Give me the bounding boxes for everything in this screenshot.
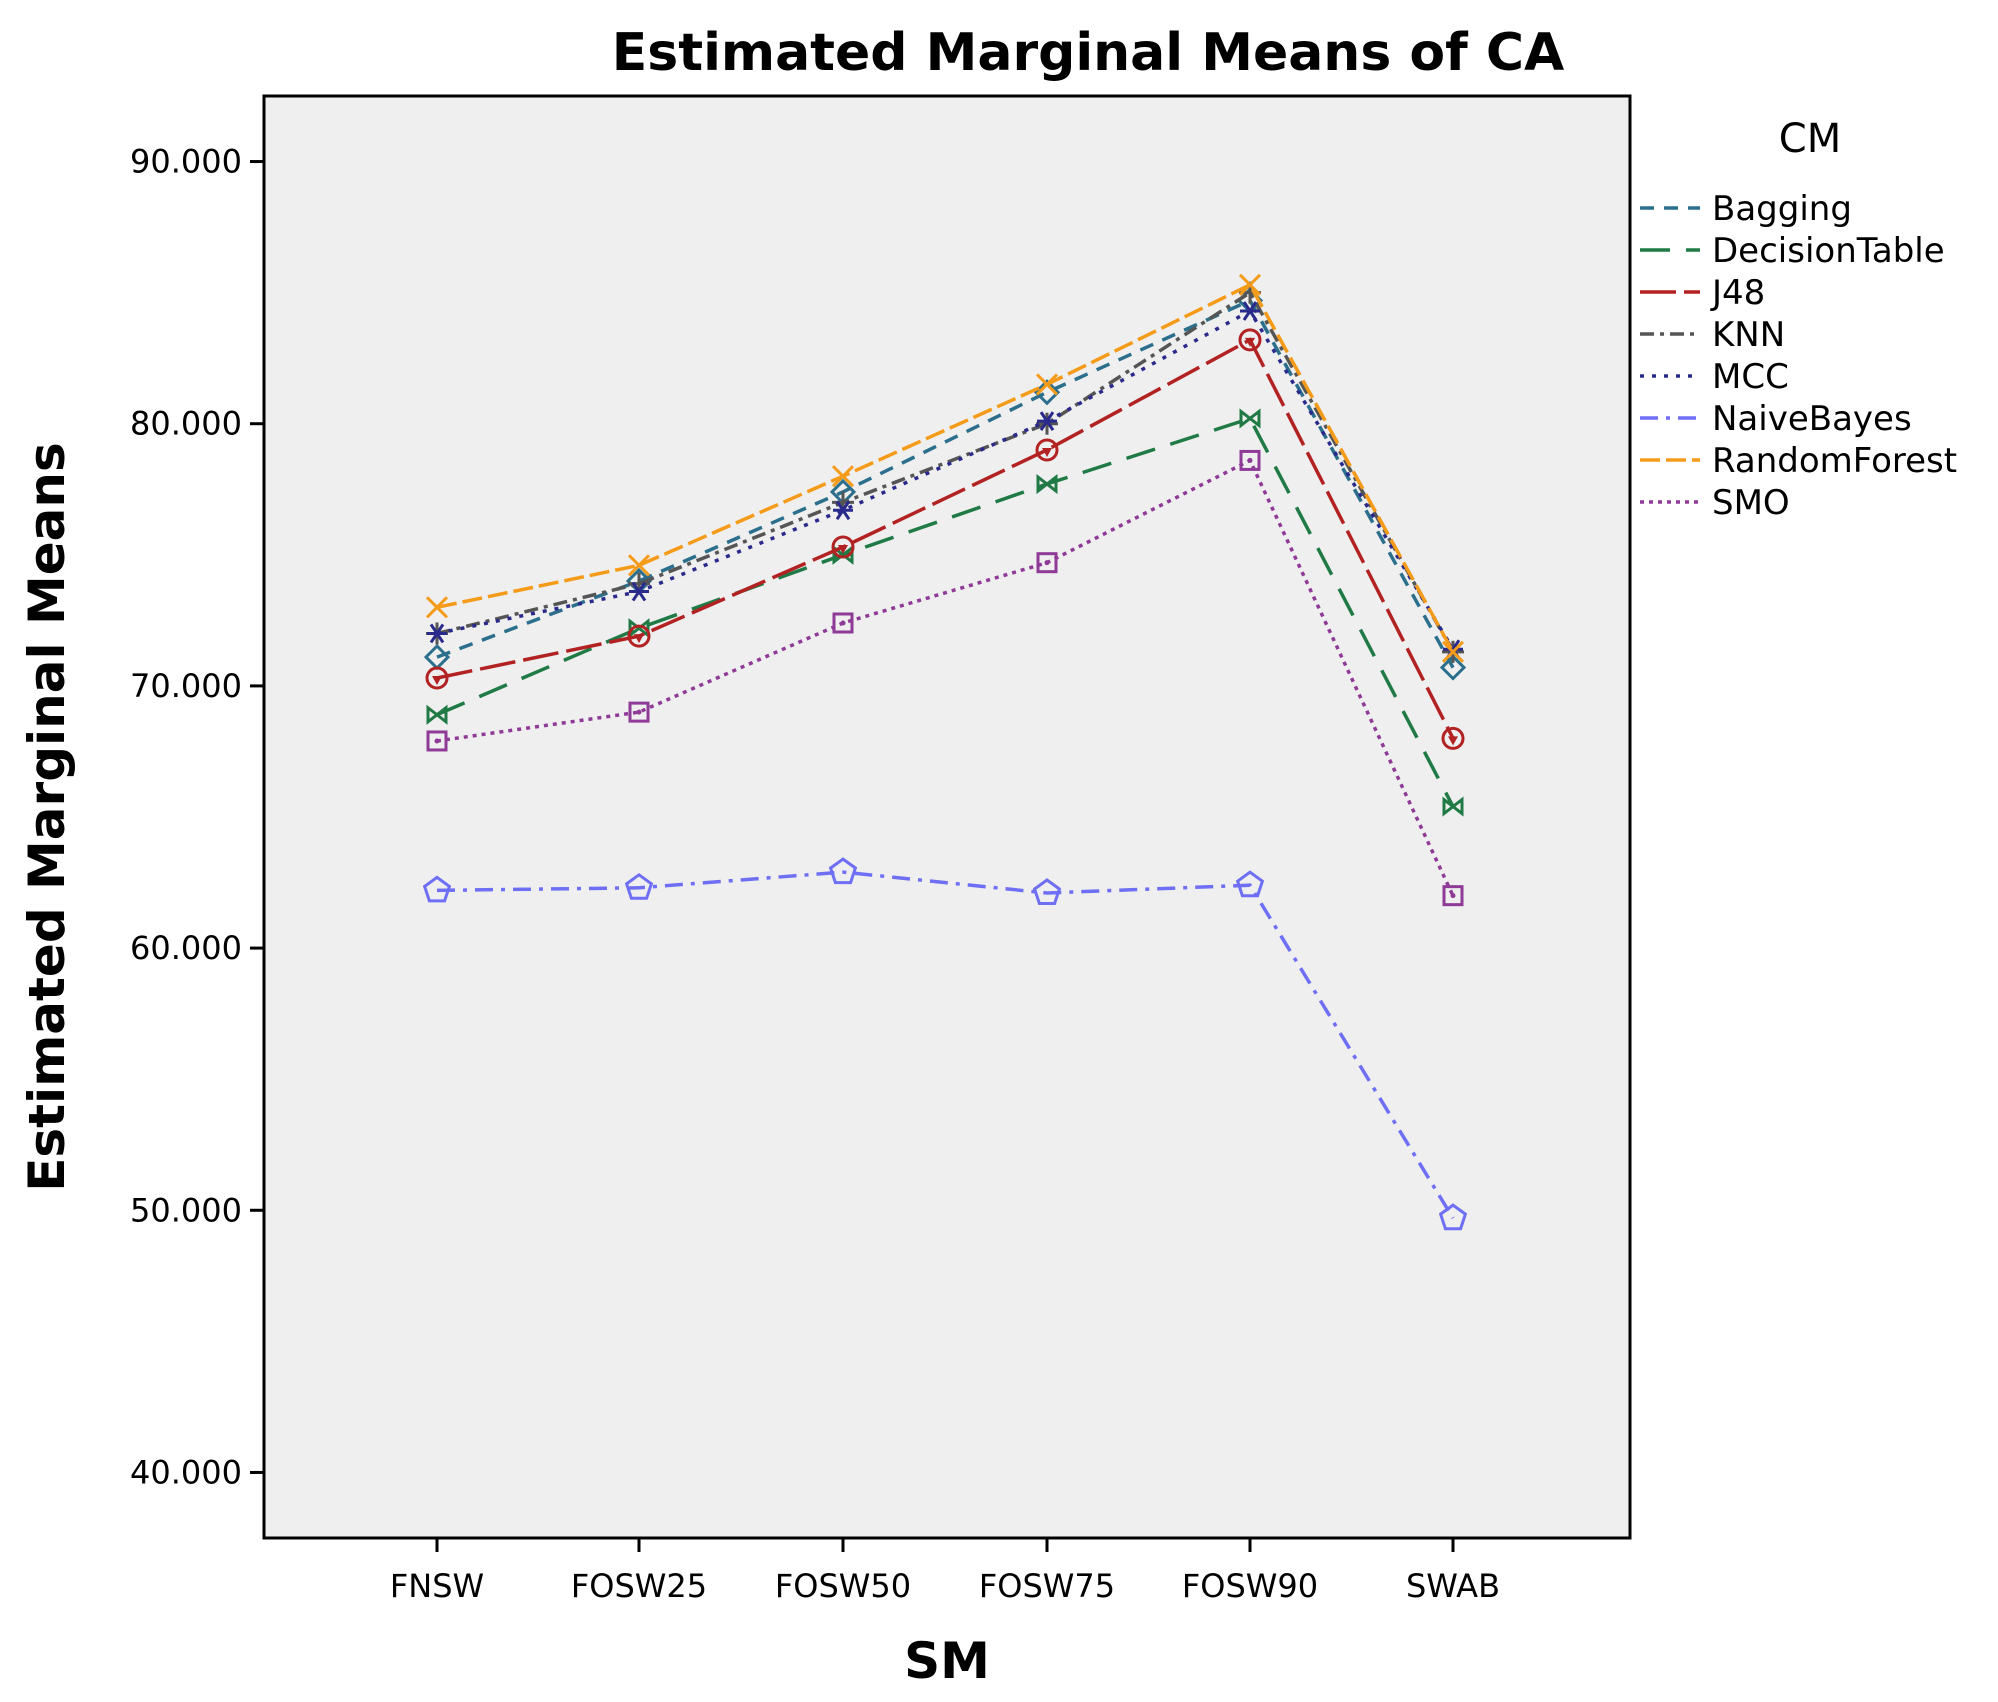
data-point-j48 bbox=[1441, 726, 1465, 750]
data-point-naivebayes bbox=[624, 872, 654, 900]
data-point-naivebayes bbox=[422, 875, 452, 903]
x-tick-label: SWAB bbox=[1406, 1567, 1500, 1605]
data-point-decisiontable bbox=[426, 704, 448, 725]
data-point-randomforest bbox=[1441, 640, 1465, 663]
y-tick-label: 40.000 bbox=[130, 1453, 242, 1491]
series-layer bbox=[422, 273, 1468, 1231]
data-point-smo bbox=[426, 730, 448, 752]
x-tick-label: FOSW50 bbox=[775, 1567, 911, 1605]
legend-item-randomforest: RandomForest bbox=[1640, 441, 1957, 481]
legend-label: KNN bbox=[1712, 315, 1785, 355]
data-point-j48 bbox=[425, 666, 449, 690]
legend-label: Bagging bbox=[1712, 189, 1852, 229]
data-point-smo bbox=[628, 701, 650, 723]
legend-title: CM bbox=[1779, 116, 1841, 162]
y-axis-title: Estimated Marginal Means bbox=[18, 442, 76, 1192]
data-point-mcc bbox=[1037, 411, 1057, 431]
x-axis-title: SM bbox=[904, 1632, 990, 1690]
legend-label: DecisionTable bbox=[1712, 231, 1945, 271]
data-point-randomforest bbox=[831, 465, 855, 488]
data-point-mcc bbox=[833, 500, 853, 521]
legend-label: RandomForest bbox=[1712, 441, 1957, 481]
x-tick-label: FOSW90 bbox=[1182, 1567, 1318, 1605]
series-line-mcc bbox=[436, 308, 1455, 651]
data-point-decisiontable bbox=[1442, 796, 1464, 817]
data-point-smo bbox=[1036, 552, 1058, 574]
series-line-randomforest bbox=[436, 282, 1455, 653]
data-point-smo bbox=[832, 612, 854, 634]
legend-item-decisiontable: DecisionTable bbox=[1640, 231, 1945, 271]
data-point-randomforest bbox=[627, 554, 651, 577]
legend-item-smo: SMO bbox=[1640, 483, 1790, 523]
series-line-knn bbox=[436, 290, 1455, 653]
data-point-naivebayes bbox=[1032, 878, 1062, 905]
y-tick-label: 90.000 bbox=[130, 143, 242, 181]
series-mcc bbox=[427, 301, 1463, 660]
data-point-naivebayes bbox=[1235, 870, 1265, 898]
y-tick-label: 80.000 bbox=[130, 405, 242, 443]
legend: CM BaggingDecisionTableJ48KNNMCCNaiveBay… bbox=[1640, 116, 1957, 523]
data-point-naivebayes bbox=[1438, 1203, 1468, 1231]
data-point-naivebayes bbox=[828, 857, 858, 885]
series-j48 bbox=[425, 328, 1465, 750]
y-tick-label: 50.000 bbox=[130, 1191, 242, 1229]
data-point-mcc bbox=[427, 623, 447, 644]
y-tick-label: 70.000 bbox=[130, 667, 242, 705]
data-point-smo bbox=[1239, 449, 1261, 471]
data-point-mcc bbox=[629, 581, 649, 602]
data-point-randomforest bbox=[1035, 373, 1059, 396]
data-point-j48 bbox=[1238, 328, 1262, 352]
data-point-j48 bbox=[627, 624, 651, 648]
legend-item-bagging: Bagging bbox=[1640, 189, 1852, 229]
series-line-naivebayes bbox=[436, 870, 1455, 1220]
data-point-bagging bbox=[1033, 379, 1061, 406]
legend-item-mcc: MCC bbox=[1640, 357, 1789, 397]
x-tick-label: FOSW75 bbox=[979, 1567, 1115, 1605]
legend-label: NaiveBayes bbox=[1712, 399, 1912, 439]
series-smo bbox=[426, 449, 1464, 907]
legend-item-knn: KNN bbox=[1640, 315, 1785, 355]
series-line-j48 bbox=[436, 337, 1455, 740]
x-tick-label: FNSW bbox=[390, 1567, 484, 1605]
data-point-mcc bbox=[1240, 301, 1260, 321]
data-point-j48 bbox=[1035, 438, 1059, 462]
data-point-bagging bbox=[1439, 654, 1467, 681]
series-line-smo bbox=[436, 458, 1455, 897]
x-tick-label: FOSW25 bbox=[571, 1567, 707, 1605]
series-line-decisiontable bbox=[436, 416, 1455, 808]
data-point-randomforest bbox=[1238, 273, 1262, 296]
plot-area bbox=[262, 94, 1632, 1540]
y-tick-label: 60.000 bbox=[130, 929, 242, 967]
legend-item-j48: J48 bbox=[1640, 273, 1765, 313]
legend-label: J48 bbox=[1710, 273, 1765, 313]
x-axis: FNSW FOSW25 FOSW50 FOSW75 FOSW90 SWAB bbox=[390, 1538, 1500, 1605]
series-naivebayes bbox=[422, 857, 1468, 1231]
data-point-decisiontable bbox=[1239, 408, 1261, 429]
chart-title: Estimated Marginal Means of CA bbox=[612, 23, 1564, 83]
legend-label: SMO bbox=[1712, 483, 1790, 523]
data-point-decisiontable bbox=[1036, 473, 1058, 495]
data-point-j48 bbox=[831, 535, 855, 559]
y-axis: 40.000 50.000 60.000 70.000 80.000 90.000 bbox=[130, 143, 264, 1491]
legend-item-naivebayes: NaiveBayes bbox=[1640, 399, 1912, 439]
data-point-smo bbox=[1442, 885, 1464, 907]
legend-label: MCC bbox=[1712, 357, 1789, 397]
series-randomforest bbox=[425, 273, 1465, 663]
data-point-randomforest bbox=[425, 596, 449, 619]
